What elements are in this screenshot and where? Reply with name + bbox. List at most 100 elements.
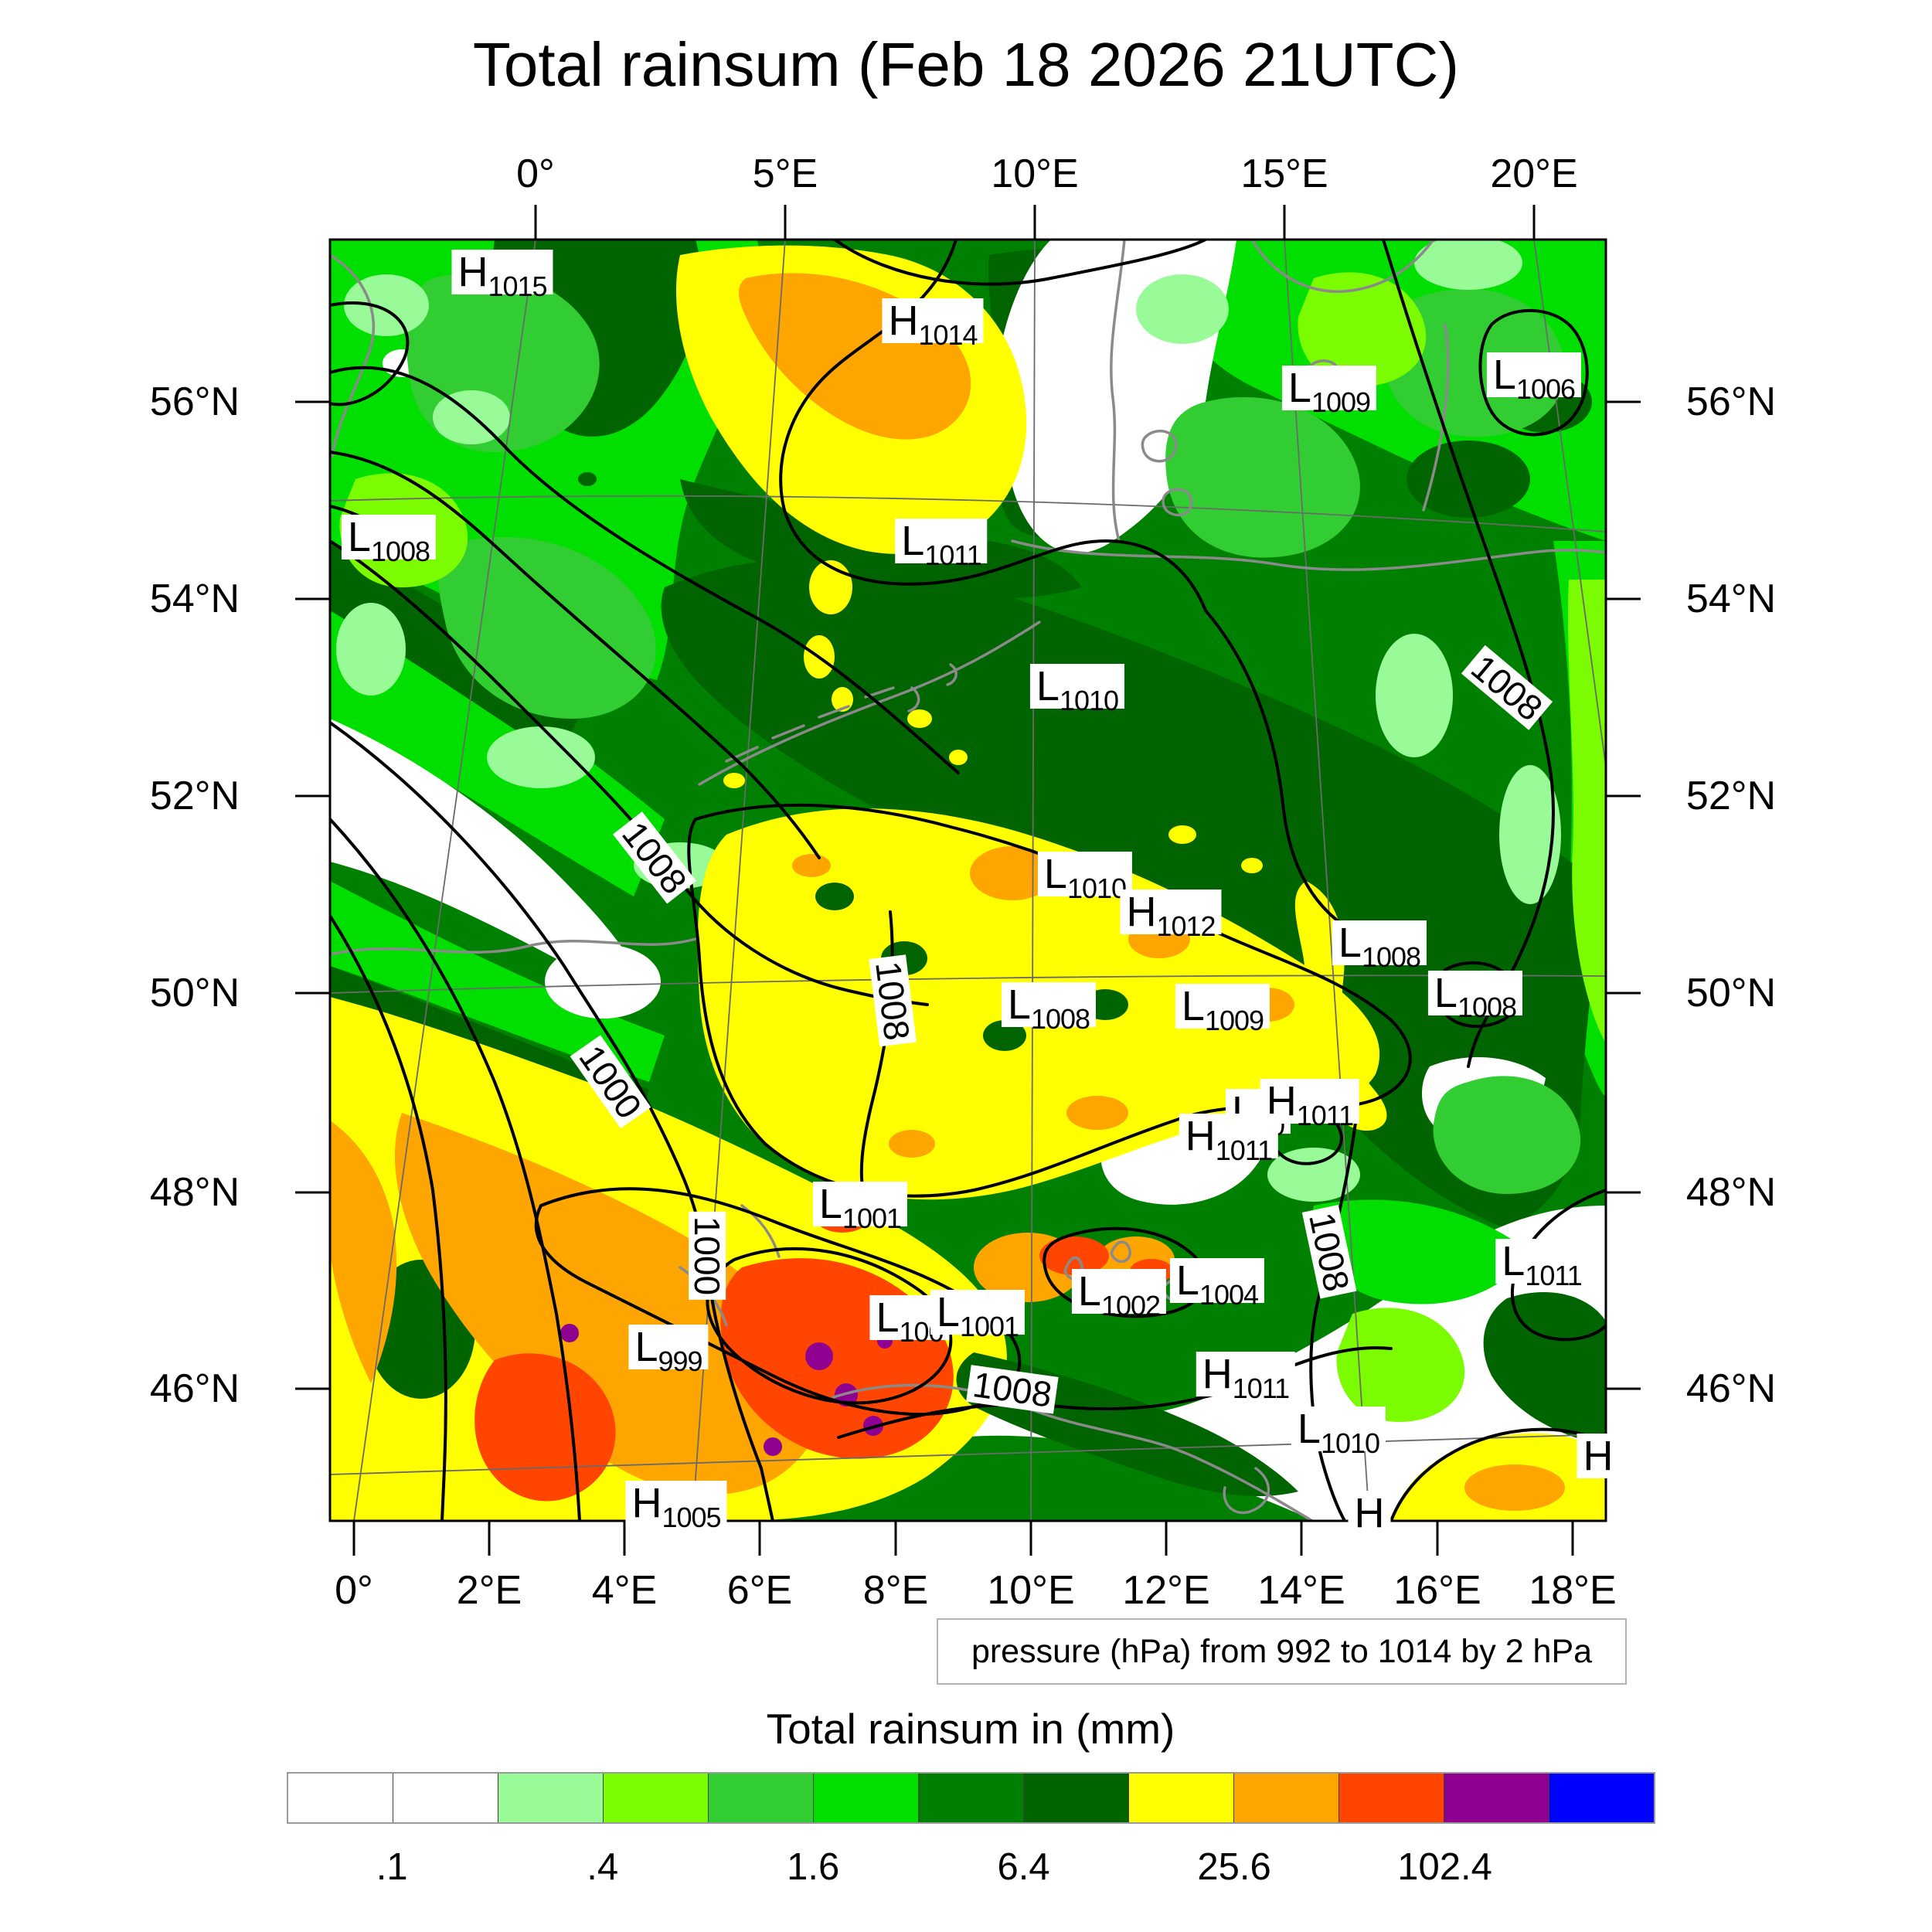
pressure-value: 1012 (1156, 910, 1216, 942)
pressure-label-L1002: L1002 (1071, 1269, 1167, 1320)
pressure-label-L1010: L1010 (1037, 851, 1133, 903)
colorbar-cell (814, 1774, 919, 1822)
pressure-value: 1011 (1232, 1372, 1290, 1404)
pressure-label-L1006: L1006 (1486, 352, 1582, 403)
pressure-label-L1010: L1010 (1291, 1406, 1386, 1458)
colorbar-tick-label: 6.4 (997, 1846, 1050, 1888)
left-axis-label: 50°N (149, 971, 240, 1015)
pressure-letter: H (1126, 889, 1157, 935)
colorbar-cell (1129, 1774, 1234, 1822)
pressure-value: 1008 (1030, 1003, 1090, 1035)
colorbar-cell (604, 1774, 709, 1822)
pressure-legend-text: pressure (hPa) from 992 to 1014 by 2 hPa (971, 1632, 1593, 1670)
pressure-value: 1001 (959, 1311, 1019, 1342)
pressure-label-L1008: L1008 (341, 515, 437, 566)
pressure-value: 1011 (1215, 1134, 1273, 1166)
pressure-label-H1011: H1011 (1196, 1351, 1296, 1403)
bottom-axis-label: 0° (335, 1568, 373, 1613)
bottom-axis-label: 10°E (987, 1568, 1075, 1613)
colorbar-tick-label: 102.4 (1397, 1846, 1492, 1888)
left-axis-label: 56°N (149, 379, 240, 424)
colorbar-tick-label: .1 (376, 1846, 408, 1888)
colorbar-cell (288, 1774, 393, 1822)
left-axis-label: 54°N (149, 577, 240, 621)
pressure-value: 1014 (918, 319, 978, 351)
pressure-letter: L (1338, 920, 1362, 966)
right-axis-label: 52°N (1685, 774, 1777, 818)
page-title: Total rainsum (Feb 18 2026 21UTC) (472, 30, 1460, 99)
colorbar-cell (1234, 1774, 1339, 1822)
pressure-label-H1012: H1012 (1120, 889, 1222, 940)
pressure-label-H: H (1577, 1434, 1620, 1478)
colorbar-cell (1549, 1774, 1654, 1822)
top-axis-label: 15°E (1240, 151, 1328, 196)
pressure-letter: L (1181, 983, 1205, 1029)
pressure-label-H: H (1348, 1490, 1391, 1536)
pressure-letter: H (457, 249, 488, 295)
right-axis-label: 48°N (1685, 1170, 1777, 1215)
pressure-letter: H (1354, 1490, 1385, 1536)
bottom-axis-label: 14°E (1257, 1568, 1345, 1613)
bottom-axis-label: 18°E (1529, 1568, 1617, 1613)
pressure-value: 1015 (488, 270, 547, 302)
pressure-letter: L (1502, 1238, 1526, 1284)
graticule (330, 240, 1606, 1521)
pressure-label-L999: L999 (628, 1324, 709, 1376)
colorbar-tick-label: 25.6 (1197, 1846, 1271, 1888)
pressure-value: 1008 (1361, 941, 1421, 973)
pressure-value: 1010 (1320, 1427, 1380, 1459)
right-axis-label: 50°N (1685, 971, 1777, 1015)
pressure-label-H1005: H1005 (625, 1480, 727, 1532)
pressure-label-L1004: L1004 (1169, 1257, 1265, 1309)
pressure-value: 1009 (1204, 1005, 1264, 1036)
right-axis-label: 46°N (1685, 1366, 1777, 1411)
pressure-letter: L (1043, 851, 1067, 897)
pressure-label-L1008: L1008 (1001, 981, 1097, 1033)
pressure-value: 999 (658, 1345, 702, 1377)
contour-label-1000: 1000 (687, 1211, 727, 1301)
colorbar-tick-label: 1.6 (787, 1846, 840, 1888)
colorbar-cell (1444, 1774, 1549, 1822)
map-frame (328, 238, 1607, 1522)
pressure-value: 1008 (370, 536, 430, 567)
pressure-letter: L (1492, 352, 1516, 398)
pressure-value: 1011 (1525, 1260, 1582, 1291)
top-axis-label: 20°E (1490, 151, 1578, 196)
pressure-letter: L (818, 1181, 842, 1227)
pressure-label-L1009: L1009 (1175, 983, 1270, 1035)
pressure-letter: L (936, 1289, 960, 1335)
pressure-value: 1002 (1100, 1290, 1161, 1321)
colorbar-cell (1024, 1774, 1129, 1822)
pressure-letter: L (901, 518, 925, 564)
left-axis-label: 52°N (149, 774, 240, 818)
pressure-label-H1014: H1014 (882, 298, 984, 349)
pressure-value: 1009 (1311, 386, 1371, 418)
right-axis-label: 54°N (1685, 577, 1777, 621)
pressure-letter: L (634, 1324, 658, 1370)
colorbar-title: Total rainsum in (mm) (766, 1705, 1175, 1753)
pressure-letter: H (1202, 1351, 1233, 1397)
bottom-axis-label: 4°E (591, 1568, 658, 1613)
pressure-value: 1010 (1059, 685, 1119, 716)
pressure-letter: L (1287, 365, 1311, 411)
colorbar-cell (393, 1774, 498, 1822)
bottom-axis-label: 6°E (726, 1568, 793, 1613)
pressure-label-H1011: H1011 (1179, 1114, 1279, 1165)
bottom-axis-label: 12°E (1122, 1568, 1210, 1613)
pressure-label-L1011: L1011 (1495, 1238, 1588, 1290)
pressure-letter: L (1007, 981, 1031, 1028)
pressure-value: 1005 (662, 1502, 721, 1533)
pressure-letter: H (631, 1480, 662, 1526)
pressure-letter: H (1583, 1433, 1614, 1479)
bottom-axis-label: 8°E (862, 1568, 929, 1613)
pressure-label-L1010: L1010 (1029, 663, 1125, 715)
colorbar-cell (919, 1774, 1024, 1822)
pressure-label-L1011: L1011 (895, 518, 988, 570)
pressure-label-H1015: H1015 (451, 249, 553, 301)
bottom-axis-label: 16°E (1393, 1568, 1481, 1613)
left-axis-label: 46°N (149, 1366, 240, 1411)
bottom-axis-label: 2°E (456, 1568, 522, 1613)
pressure-letter: L (1175, 1257, 1199, 1304)
pressure-letter: L (1036, 663, 1060, 709)
